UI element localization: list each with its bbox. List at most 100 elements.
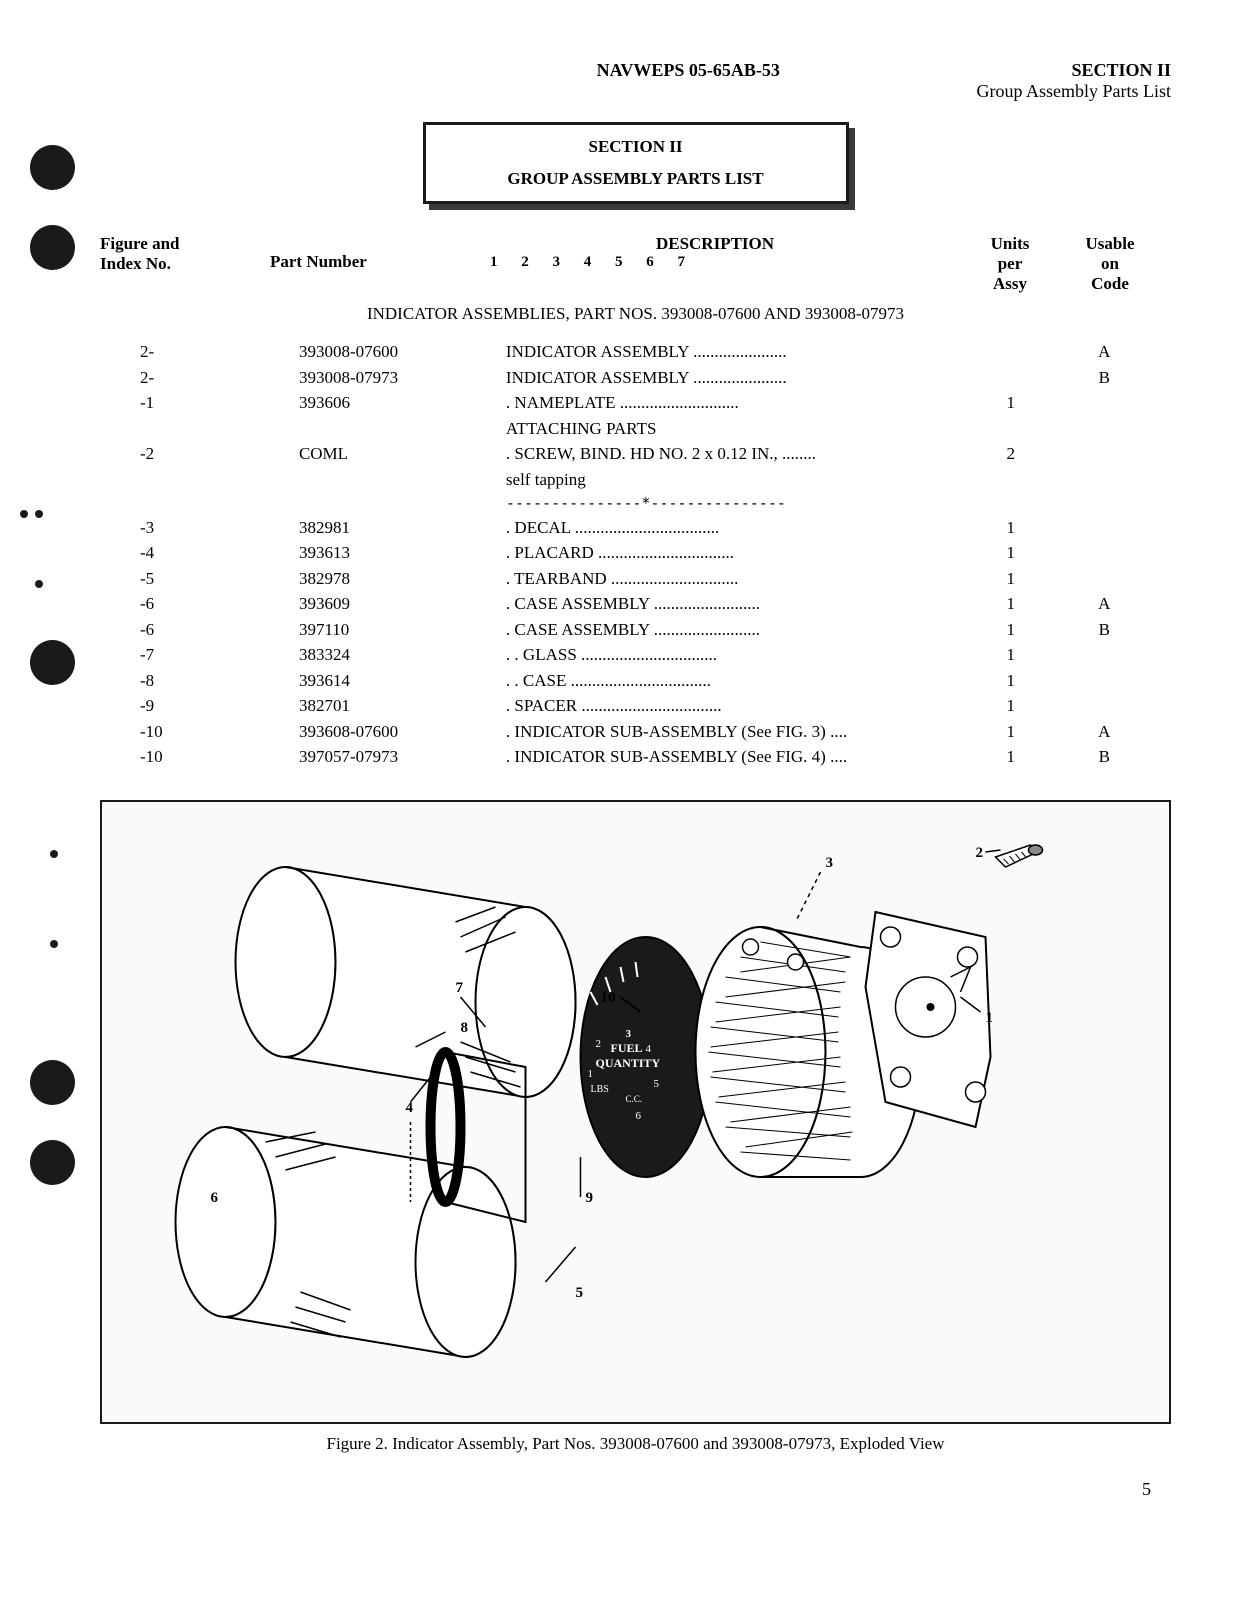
header-index: Figure andIndex No.	[100, 234, 270, 294]
cell-part: 393614	[299, 668, 486, 694]
cell-part: 393606	[299, 390, 486, 416]
table-row: -3382981. DECAL ........................…	[100, 515, 1171, 541]
cell-units: 1	[964, 744, 1057, 770]
cell-desc: . . GLASS ..............................…	[486, 642, 964, 668]
table-row: self tapping	[100, 467, 1171, 493]
cell-index: -10	[100, 719, 299, 745]
cell-index: -8	[100, 668, 299, 694]
figure-caption: Figure 2. Indicator Assembly, Part Nos. …	[100, 1434, 1171, 1454]
cell-code: B	[1058, 365, 1171, 391]
svg-text:LBS: LBS	[591, 1084, 609, 1095]
cell-code: A	[1058, 719, 1171, 745]
cell-part: 382701	[299, 693, 486, 719]
cell-units	[964, 416, 1057, 442]
cell-desc: . . CASE ...............................…	[486, 668, 964, 694]
cell-part: 382981	[299, 515, 486, 541]
cell-index: 2-	[100, 365, 299, 391]
section-subtitle: Group Assembly Parts List	[976, 81, 1171, 102]
cell-index: -6	[100, 617, 299, 643]
cell-code: B	[1058, 744, 1171, 770]
page-number: 5	[100, 1479, 1171, 1500]
cell-code	[1058, 390, 1171, 416]
cell-units	[964, 467, 1057, 493]
table-row: -2COML. SCREW, BIND. HD NO. 2 x 0.12 IN.…	[100, 441, 1171, 467]
table-row: 2-393008-07600INDICATOR ASSEMBLY .......…	[100, 339, 1171, 365]
cell-index: -5	[100, 566, 299, 592]
table-row: -9382701. SPACER .......................…	[100, 693, 1171, 719]
svg-text:5: 5	[576, 1285, 584, 1301]
cell-index: -7	[100, 642, 299, 668]
svg-text:C.C.: C.C.	[626, 1094, 643, 1104]
header-code: UsableonCode	[1060, 234, 1160, 294]
svg-text:10: 10	[601, 990, 616, 1006]
parts-table-section2: -3382981. DECAL ........................…	[100, 515, 1171, 770]
svg-text:QUANTITY: QUANTITY	[596, 1056, 661, 1070]
cell-part: 393008-07600	[299, 339, 486, 365]
cell-part: 393008-07973	[299, 365, 486, 391]
cell-desc: . INDICATOR SUB-ASSEMBLY (See FIG. 4) ..…	[486, 744, 964, 770]
table-row: -7383324. . GLASS ......................…	[100, 642, 1171, 668]
header-units: UnitsperAssy	[960, 234, 1060, 294]
cell-code	[1058, 566, 1171, 592]
table-row: ATTACHING PARTS	[100, 416, 1171, 442]
cell-code	[1058, 540, 1171, 566]
cell-part: 382978	[299, 566, 486, 592]
section-box-line2: GROUP ASSEMBLY PARTS LIST	[446, 169, 826, 189]
cell-code: A	[1058, 339, 1171, 365]
svg-text:5: 5	[654, 1078, 660, 1090]
cell-desc: INDICATOR ASSEMBLY .....................…	[486, 339, 964, 365]
cell-units: 1	[964, 390, 1057, 416]
section-title-box: SECTION II GROUP ASSEMBLY PARTS LIST	[423, 122, 849, 204]
svg-text:6: 6	[636, 1110, 642, 1122]
svg-text:4: 4	[646, 1043, 652, 1055]
table-row: -10393608-07600. INDICATOR SUB-ASSEMBLY …	[100, 719, 1171, 745]
svg-text:4: 4	[406, 1100, 414, 1116]
cell-desc: INDICATOR ASSEMBLY .....................…	[486, 365, 964, 391]
cell-units: 2	[964, 441, 1057, 467]
cell-desc: . PLACARD ..............................…	[486, 540, 964, 566]
cell-index: -4	[100, 540, 299, 566]
cell-part: 393613	[299, 540, 486, 566]
parts-table-section1: 2-393008-07600INDICATOR ASSEMBLY .......…	[100, 339, 1171, 492]
svg-text:9: 9	[586, 1190, 594, 1206]
cell-desc: . INDICATOR SUB-ASSEMBLY (See FIG. 3) ..…	[486, 719, 964, 745]
cell-part: 397110	[299, 617, 486, 643]
assemblies-subtitle: INDICATOR ASSEMBLIES, PART NOS. 393008-0…	[100, 304, 1171, 324]
table-row: -8393614. . CASE .......................…	[100, 668, 1171, 694]
cell-index	[100, 416, 299, 442]
cell-units: 1	[964, 515, 1057, 541]
header-desc: DESCRIPTION 1 2 3 4 5 6 7	[470, 234, 960, 294]
cell-desc: . SCREW, BIND. HD NO. 2 x 0.12 IN., ....…	[486, 441, 964, 467]
table-row: -4393613. PLACARD ......................…	[100, 540, 1171, 566]
cell-desc: ATTACHING PARTS	[486, 416, 964, 442]
table-header-row: Figure andIndex No. Part Number DESCRIPT…	[100, 234, 1171, 294]
svg-text:3: 3	[626, 1028, 632, 1040]
cell-part	[299, 467, 486, 493]
cell-code: B	[1058, 617, 1171, 643]
table-row: -6393609. CASE ASSEMBLY ................…	[100, 591, 1171, 617]
cell-units: 1	[964, 540, 1057, 566]
cell-index: -1	[100, 390, 299, 416]
cell-code	[1058, 515, 1171, 541]
cell-units: 1	[964, 566, 1057, 592]
cell-index: -2	[100, 441, 299, 467]
cell-index: 2-	[100, 339, 299, 365]
cell-code	[1058, 467, 1171, 493]
svg-text:1: 1	[588, 1068, 594, 1080]
header-part: Part Number	[270, 234, 470, 294]
doc-number: NAVWEPS 05-65AB-53	[597, 60, 780, 102]
cell-code: A	[1058, 591, 1171, 617]
exploded-view-svg: 7 8 6	[102, 802, 1169, 1422]
cell-units: 1	[964, 719, 1057, 745]
section-label: SECTION II	[976, 60, 1171, 81]
page-header: NAVWEPS 05-65AB-53 SECTION II Group Asse…	[100, 60, 1171, 102]
cell-units: 1	[964, 642, 1057, 668]
svg-text:FUEL: FUEL	[611, 1041, 643, 1055]
svg-text:8: 8	[461, 1020, 469, 1036]
cell-units: 1	[964, 617, 1057, 643]
cell-part: COML	[299, 441, 486, 467]
cell-units: 1	[964, 591, 1057, 617]
cell-units	[964, 339, 1057, 365]
svg-text:2: 2	[976, 845, 984, 861]
cell-desc: . SPACER ...............................…	[486, 693, 964, 719]
